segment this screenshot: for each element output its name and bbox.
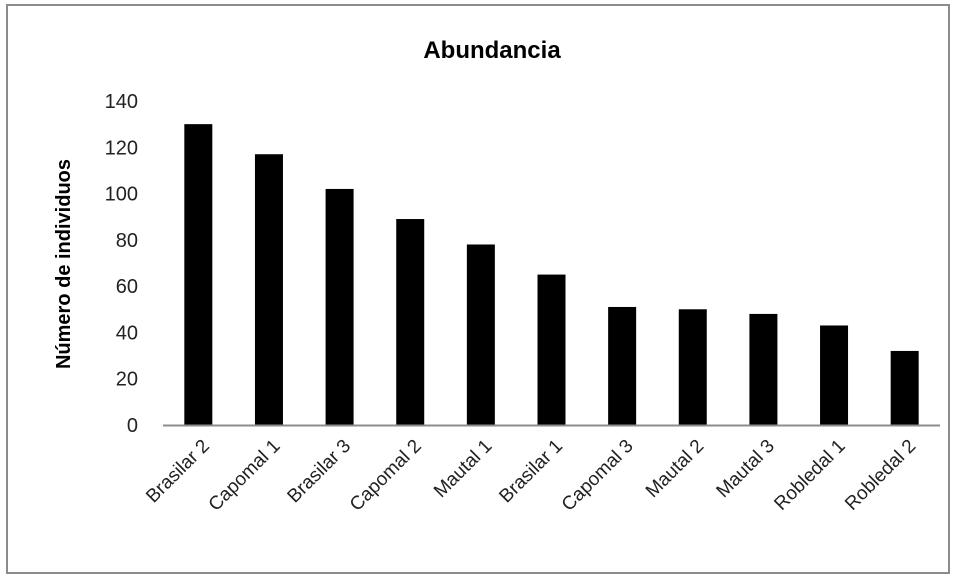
bar xyxy=(184,124,213,426)
bar xyxy=(537,274,566,425)
x-tick-label: Capomal 3 xyxy=(558,436,638,516)
bar xyxy=(396,219,425,425)
y-tick-label: 140 xyxy=(105,91,138,113)
bars xyxy=(184,124,919,426)
x-tick-label: Mautal 1 xyxy=(430,436,496,502)
y-axis-label: Número de individuos xyxy=(53,159,75,369)
y-tick-label: 20 xyxy=(116,369,138,391)
x-tick-label: Brasilar 2 xyxy=(142,436,214,508)
y-axis-ticks: 0 20 40 60 80 100 120 140 xyxy=(105,91,138,437)
bar xyxy=(254,154,283,425)
bar xyxy=(678,309,707,425)
x-tick-label: Mautal 3 xyxy=(713,436,779,502)
x-tick-label: Robledal 2 xyxy=(841,436,920,515)
x-tick-label: Mautal 2 xyxy=(642,436,708,502)
bar xyxy=(325,188,354,425)
x-tick-label: Robledal 1 xyxy=(770,436,849,515)
bar xyxy=(608,306,637,425)
bar xyxy=(890,350,919,425)
x-tick-label: Capomal 2 xyxy=(346,436,426,516)
y-tick-label: 40 xyxy=(116,322,138,344)
bar xyxy=(820,325,849,425)
y-tick-label: 60 xyxy=(116,276,138,298)
x-tick-label: Capomal 1 xyxy=(205,436,285,516)
x-tick-label: Brasilar 1 xyxy=(495,436,567,508)
x-tick-label: Brasilar 3 xyxy=(284,436,356,508)
y-tick-label: 80 xyxy=(116,230,138,252)
y-tick-label: 120 xyxy=(105,137,138,159)
bar xyxy=(749,313,778,425)
y-tick-label: 0 xyxy=(127,415,138,437)
bar xyxy=(466,244,495,425)
chart-title: Abundancia xyxy=(423,37,561,64)
y-tick-label: 100 xyxy=(105,184,138,206)
